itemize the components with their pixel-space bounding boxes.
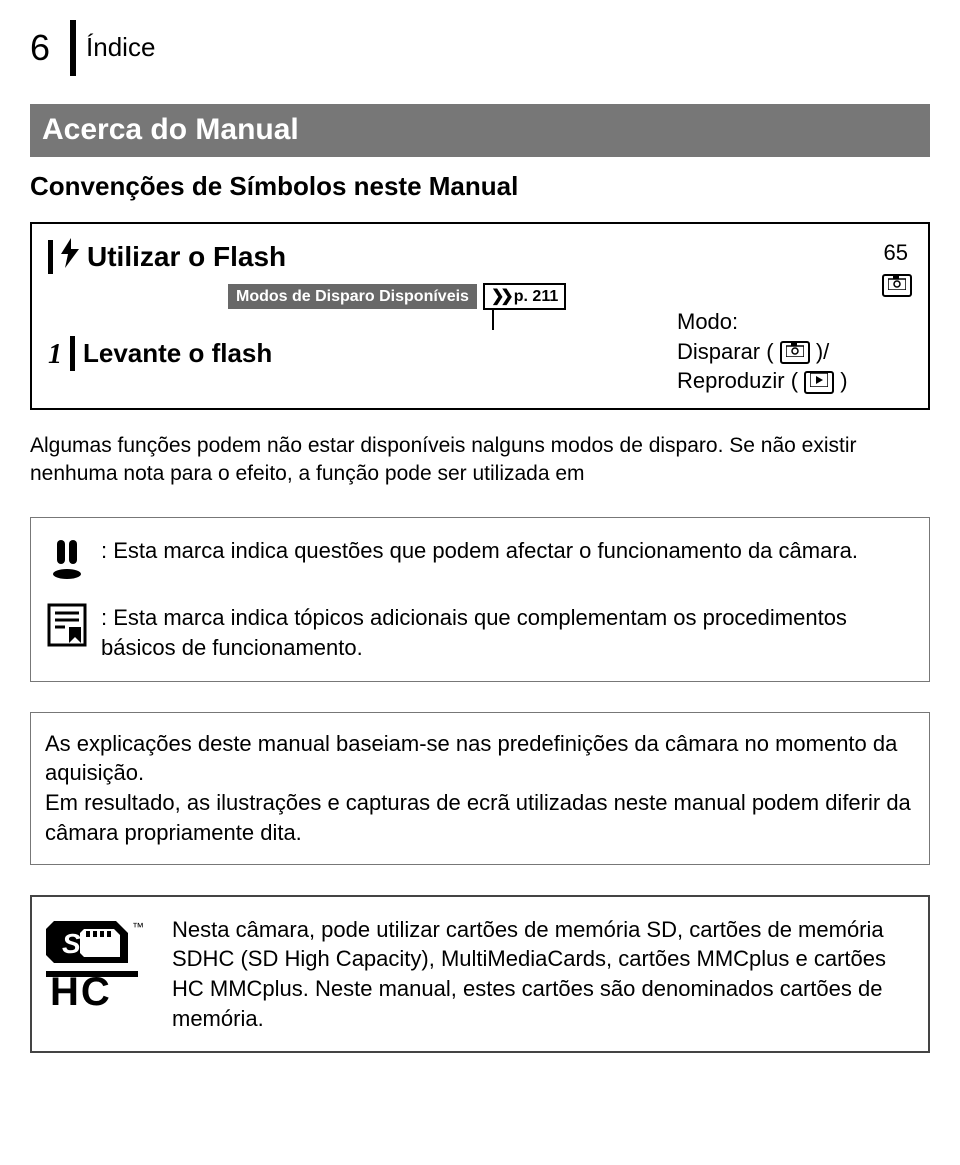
header-divider	[70, 20, 76, 76]
step-title: Levante o flash	[83, 336, 272, 371]
symbol-example-box: Utilizar o Flash Modos de Disparo Dispon…	[30, 222, 930, 410]
example-left: Utilizar o Flash Modos de Disparo Dispon…	[48, 238, 677, 374]
warning-icon	[45, 536, 91, 588]
camera-icon	[780, 341, 810, 364]
sdhc-logo-icon: S ™ HC	[46, 915, 156, 1017]
step-row: 1 Levante o flash	[48, 336, 667, 374]
mode-label: Modo:	[677, 307, 912, 337]
info-icon-row: : Esta marca indica tópicos adicionais q…	[45, 603, 915, 662]
modes-available-label: Modos de Disparo Disponíveis	[228, 284, 477, 310]
callout-line	[492, 310, 494, 330]
sd-card-note-box: S ™ HC Nesta câmara, pode utilizar cartõ…	[30, 895, 930, 1054]
chevron-right-icon: ❯❯	[491, 286, 510, 308]
section-title: Acerca do Manual	[30, 104, 930, 157]
info-text: : Esta marca indica tópicos adicionais q…	[101, 603, 915, 662]
icon-meanings-box: : Esta marca indica questões que podem a…	[30, 517, 930, 682]
explanation-box: As explicações deste manual baseiam-se n…	[30, 712, 930, 865]
flash-icon	[59, 238, 81, 277]
section-subtitle: Convenções de Símbolos neste Manual	[30, 169, 930, 204]
flash-title: Utilizar o Flash	[87, 238, 286, 276]
mini-divider	[48, 240, 53, 274]
disparar-line: Disparar ( )/	[677, 337, 912, 367]
example-right: 65 Modo: Disparar ( )/ Reproduzir ( )	[677, 238, 912, 396]
note-icon	[45, 603, 91, 655]
page-header: 6 Índice	[30, 20, 930, 76]
play-icon	[804, 371, 834, 394]
svg-text:S: S	[62, 928, 81, 959]
reproduzir-line: Reproduzir ( )	[677, 366, 912, 396]
modes-row: Modos de Disparo Disponíveis ❯❯ p. 211	[228, 283, 667, 311]
small-page-num: 65	[677, 238, 908, 268]
page-ref-box: ❯❯ p. 211	[483, 283, 566, 311]
warning-text: : Esta marca indica questões que podem a…	[101, 536, 858, 566]
explanation-text: As explicações deste manual baseiam-se n…	[45, 729, 915, 848]
sd-card-text: Nesta câmara, pode utilizar cartões de m…	[172, 915, 914, 1034]
svg-text:™: ™	[132, 921, 144, 934]
page-ref: p. 211	[514, 286, 558, 308]
index-group: Índice	[70, 20, 155, 76]
index-label: Índice	[86, 30, 155, 65]
warning-icon-row: : Esta marca indica questões que podem a…	[45, 536, 915, 588]
step-number: 1	[48, 336, 62, 374]
availability-note: Algumas funções podem não estar disponív…	[30, 432, 930, 489]
page-number: 6	[30, 20, 50, 73]
camera-mode-icon	[882, 274, 912, 297]
